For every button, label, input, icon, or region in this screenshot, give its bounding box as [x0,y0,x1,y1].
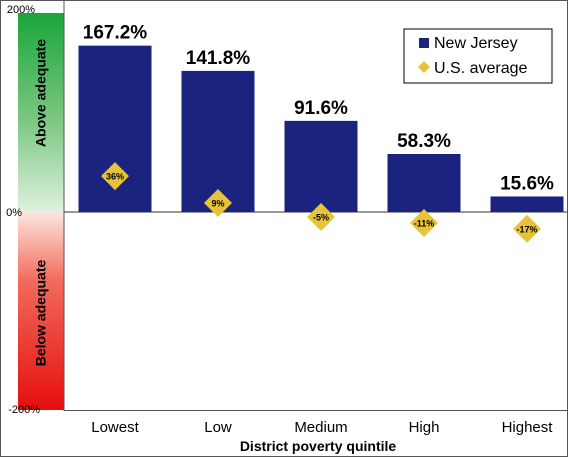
ytick-bottom: -200% [8,404,40,416]
ytick-zero: 0% [6,207,22,219]
bar-label-lowest: 167.2% [83,23,148,44]
us-average-marker-high [410,208,438,237]
us-average-marker-medium [307,202,335,231]
bar-low [181,70,255,212]
bar-label-high: 58.3% [397,131,451,152]
bar-label-medium: 91.6% [294,98,348,119]
us-average-marker-highest [513,214,541,243]
legend-label-new-jersey: New Jersey [434,35,518,52]
us-average-label-medium: -5% [313,212,329,222]
above-band [18,13,64,212]
us-average-label-highest: -17% [516,224,537,234]
bar-label-highest: 15.6% [500,173,554,194]
bar-highest [490,196,564,212]
us-average-label-lowest: 36% [106,172,124,182]
us-average-marker-low [204,189,232,218]
legend-swatch-new-jersey [419,38,429,48]
bar-label-low: 141.8% [186,48,251,69]
xtick-highest: Highest [502,419,554,436]
bar-medium [284,120,358,212]
below-band [18,212,64,410]
bar-high [387,153,461,212]
xtick-high: High [409,419,440,436]
below-band-label: Below adequate [33,260,49,367]
ytick-top: 200% [7,4,35,16]
x-axis-label: District poverty quintile [240,438,397,454]
above-band-label: Above adequate [33,39,49,147]
us-average-marker-lowest [101,162,129,191]
xtick-medium: Medium [294,419,347,436]
xtick-low: Low [204,419,232,436]
us-average-label-high: -11% [414,218,435,228]
us-average-label-low: 9% [211,199,224,209]
legend: New Jersey U.S. average [403,28,553,84]
legend-label-us-average: U.S. average [434,60,527,77]
legend-swatch-us-average [418,61,430,73]
xtick-lowest: Lowest [91,419,139,436]
